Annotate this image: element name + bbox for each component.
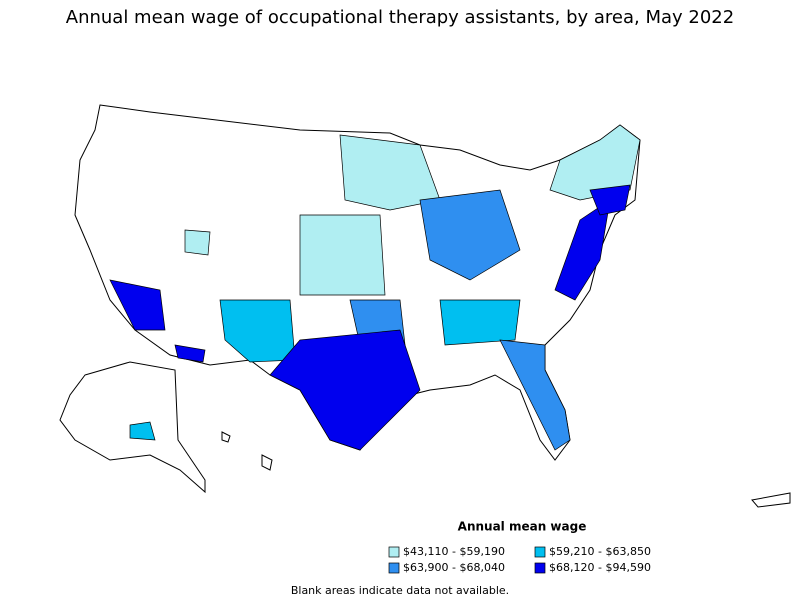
region bbox=[184, 229, 211, 256]
hawaii bbox=[221, 431, 231, 443]
puerto-rico bbox=[751, 492, 791, 508]
region bbox=[129, 421, 156, 441]
region bbox=[589, 184, 631, 216]
region bbox=[174, 344, 206, 363]
region bbox=[219, 299, 296, 363]
footnote: Blank areas indicate data not available. bbox=[291, 584, 509, 597]
legend: $43,110 - $59,190 $59,210 - $63,850 $63,90… bbox=[388, 545, 651, 574]
legend-swatch bbox=[388, 562, 400, 574]
map bbox=[59, 104, 791, 508]
legend-label: $43,110 - $59,190 bbox=[403, 545, 505, 558]
region bbox=[439, 299, 521, 346]
region bbox=[339, 134, 441, 211]
region bbox=[549, 124, 641, 201]
region bbox=[419, 189, 521, 281]
region bbox=[299, 214, 386, 296]
legend-swatch bbox=[388, 546, 400, 558]
legend-label: $59,210 - $63,850 bbox=[549, 545, 651, 558]
map-title: Annual mean wage of occupational therapy… bbox=[66, 7, 734, 28]
legend-swatch bbox=[534, 546, 546, 558]
legend-label: $63,900 - $68,040 bbox=[403, 561, 505, 574]
legend-swatch bbox=[534, 562, 546, 574]
region bbox=[499, 339, 571, 451]
hawaii-big-island bbox=[261, 454, 273, 471]
region bbox=[269, 329, 421, 451]
region bbox=[109, 279, 166, 331]
legend-label: $68,120 - $94,590 bbox=[549, 561, 651, 574]
legend-title: Annual mean wage bbox=[458, 520, 587, 534]
